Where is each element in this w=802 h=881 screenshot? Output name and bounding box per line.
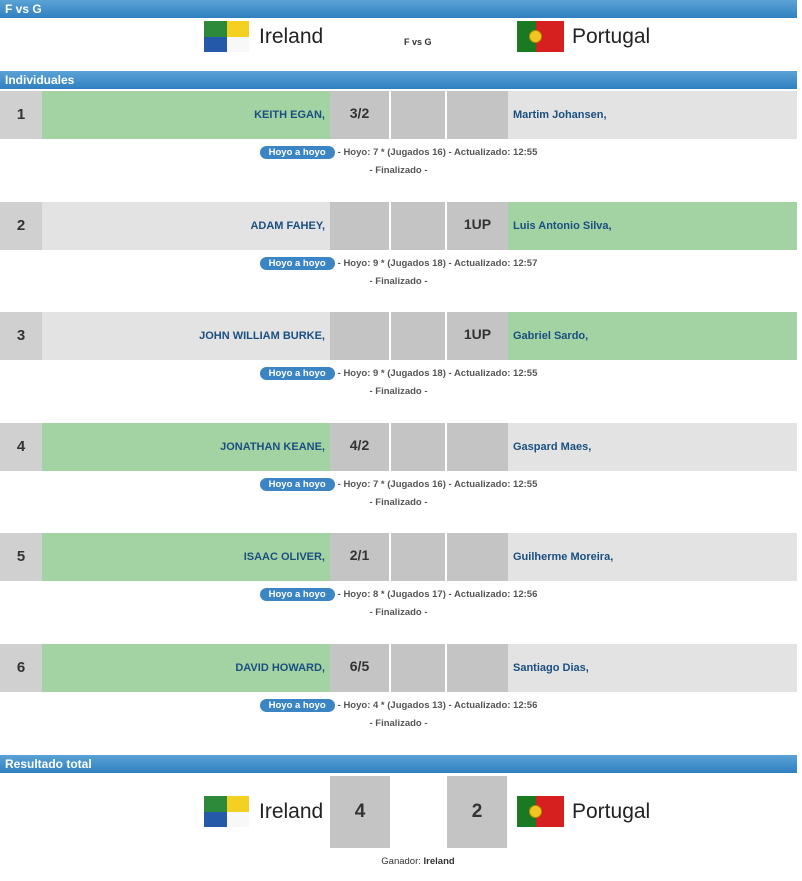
home-score: 6/5	[330, 643, 389, 692]
away-player: Luis Antonio Silva,	[508, 201, 797, 250]
away-player: Guilherme Moreira,	[508, 533, 797, 581]
home-player: JONATHAN KEANE,	[42, 422, 330, 471]
away-score	[447, 533, 508, 581]
away-score	[447, 422, 508, 471]
winner-name: Ireland	[423, 856, 455, 867]
middle-cell	[391, 422, 445, 471]
winner-line: Ganador: Ireland	[0, 856, 802, 867]
middle-cell	[391, 643, 445, 692]
hoyo-a-hoyo-button[interactable]: Hoyo a hoyo	[259, 477, 335, 491]
home-player: JOHN WILLIAM BURKE,	[42, 312, 330, 360]
home-score: 2/1	[330, 533, 389, 581]
match-number: 3	[0, 312, 42, 360]
match-row: 1 KEITH EGAN, 3/2 Martim Johansen,	[0, 91, 797, 139]
home-player: DAVID HOWARD,	[42, 643, 330, 692]
match-info: Hoyo a hoyo - Hoyo: 9 * (Jugados 18) - Ac…	[0, 367, 797, 380]
title-bar: F vs G	[0, 0, 797, 18]
section-individuales: Individuales	[0, 71, 797, 89]
match-number: 1	[0, 91, 42, 139]
total-home-team: Ireland	[259, 800, 324, 823]
total-away-team: Portugal	[572, 800, 651, 823]
match-info: Hoyo a hoyo - Hoyo: 7 * (Jugados 16) - Ac…	[0, 146, 797, 159]
ireland-flag-icon	[204, 796, 249, 827]
match-number: 4	[0, 422, 42, 471]
away-score: 1UP	[447, 312, 508, 360]
middle-cell	[391, 91, 445, 139]
home-score: 4/2	[330, 422, 389, 471]
ireland-flag-icon	[204, 21, 249, 52]
home-score	[330, 312, 389, 360]
match-row: 4 JONATHAN KEANE, 4/2 Gaspard Maes,	[0, 422, 797, 471]
home-player: KEITH EGAN,	[42, 91, 330, 139]
hoyo-a-hoyo-button[interactable]: Hoyo a hoyo	[259, 367, 335, 380]
home-player: ISAAC OLIVER,	[42, 533, 330, 581]
match-status: - Finalizado -	[369, 496, 428, 508]
vs-label: F vs G	[404, 37, 432, 47]
total-away-score: 2	[447, 776, 507, 848]
home-team-name: Ireland	[259, 25, 324, 48]
away-player: Santiago Dias,	[508, 643, 797, 692]
match-row: 2 ADAM FAHEY, 1UP Luis Antonio Silva,	[0, 201, 797, 250]
away-score	[447, 643, 508, 692]
home-score: 3/2	[330, 91, 389, 139]
home-player: ADAM FAHEY,	[42, 201, 330, 250]
middle-cell	[391, 533, 445, 581]
away-team-name: Portugal	[572, 25, 651, 48]
section-total: Resultado total	[0, 755, 797, 773]
match-status: - Finalizado -	[369, 717, 428, 729]
portugal-flag-icon	[517, 796, 564, 827]
match-info: Hoyo a hoyo - Hoyo: 8 * (Jugados 17) - Ac…	[0, 588, 797, 601]
match-info-text: - Hoyo: 8 * (Jugados 17) - Actualizado: …	[337, 589, 538, 600]
match-info-text: - Hoyo: 4 * (Jugados 13) - Actualizado: …	[337, 699, 538, 711]
match-info-text: - Hoyo: 9 * (Jugados 18) - Actualizado: …	[337, 368, 538, 379]
match-number: 2	[0, 201, 42, 250]
winner-label: Ganador:	[381, 856, 421, 867]
match-info: Hoyo a hoyo - Hoyo: 7 * (Jugados 16) - Ac…	[0, 477, 797, 491]
away-score: 1UP	[447, 201, 508, 250]
hoyo-a-hoyo-button[interactable]: Hoyo a hoyo	[259, 588, 335, 601]
match-number: 6	[0, 643, 42, 692]
home-score	[330, 201, 389, 250]
match-status: - Finalizado -	[369, 386, 428, 397]
away-player: Gaspard Maes,	[508, 422, 797, 471]
middle-cell	[391, 201, 445, 250]
match-number: 5	[0, 533, 42, 581]
hoyo-a-hoyo-button[interactable]: Hoyo a hoyo	[259, 698, 335, 712]
match-info-text: - Hoyo: 7 * (Jugados 16) - Actualizado: …	[337, 478, 538, 490]
match-info-text: - Hoyo: 7 * (Jugados 16) - Actualizado: …	[337, 147, 538, 158]
match-row: 5 ISAAC OLIVER, 2/1 Guilherme Moreira,	[0, 533, 797, 581]
away-player: Gabriel Sardo,	[508, 312, 797, 360]
match-row: 3 JOHN WILLIAM BURKE, 1UP Gabriel Sardo,	[0, 312, 797, 360]
hoyo-a-hoyo-button[interactable]: Hoyo a hoyo	[259, 256, 335, 270]
away-score	[447, 91, 508, 139]
away-player: Martim Johansen,	[508, 91, 797, 139]
portugal-flag-icon	[517, 21, 564, 52]
match-info: Hoyo a hoyo - Hoyo: 4 * (Jugados 13) - Ac…	[0, 698, 797, 712]
match-info: Hoyo a hoyo - Hoyo: 9 * (Jugados 18) - Ac…	[0, 256, 797, 270]
match-info-text: - Hoyo: 9 * (Jugados 18) - Actualizado: …	[337, 257, 538, 269]
match-header: Ireland F vs G Portugal	[0, 18, 797, 68]
match-status: - Finalizado -	[369, 275, 428, 287]
hoyo-a-hoyo-button[interactable]: Hoyo a hoyo	[259, 146, 335, 159]
middle-cell	[391, 312, 445, 360]
match-status: - Finalizado -	[369, 607, 428, 618]
total-home-score: 4	[330, 776, 390, 848]
match-status: - Finalizado -	[369, 165, 428, 176]
match-row: 6 DAVID HOWARD, 6/5 Santiago Dias,	[0, 643, 797, 692]
